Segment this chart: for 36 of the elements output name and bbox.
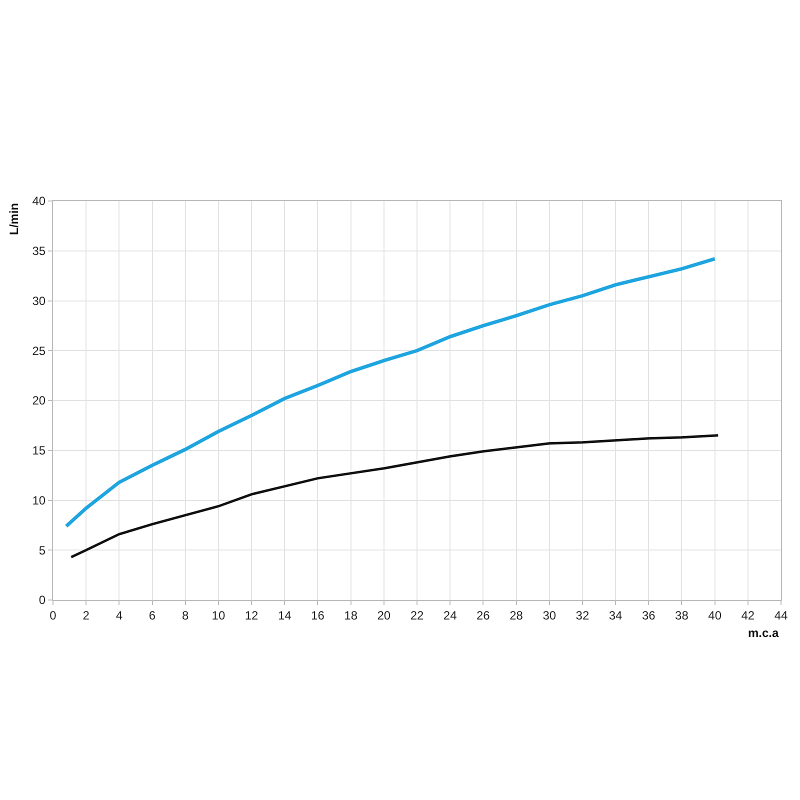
x-tick-label: 8	[182, 608, 190, 622]
y-tick-label: 30	[32, 294, 46, 308]
x-tick-label: 22	[410, 608, 424, 622]
x-tick-label: 38	[675, 608, 689, 622]
y-axis-title: L/min	[7, 203, 21, 235]
x-tick-label: 28	[510, 608, 524, 622]
y-tick-label: 40	[32, 194, 46, 208]
x-tick-label: 24	[443, 608, 458, 622]
y-tick-label: 10	[32, 493, 46, 508]
x-tick-label: 14	[278, 608, 292, 622]
y-tick-label: 20	[32, 394, 46, 408]
x-tick-label: 36	[642, 608, 656, 622]
x-tick-label: 34	[608, 608, 623, 622]
x-tick-label: 30	[542, 608, 556, 622]
x-axis-title: m.c.a	[748, 626, 780, 640]
x-tick-label: 16	[311, 608, 325, 622]
x-tick-label: 2	[82, 608, 90, 622]
x-tick-label: 42	[741, 608, 755, 622]
y-tick-label: 35	[32, 244, 46, 258]
x-tick-label: 40	[708, 608, 722, 622]
line-series	[70, 434, 720, 558]
x-tick-label: 0	[50, 608, 57, 622]
x-tick-label: 12	[244, 608, 259, 622]
line-series	[64, 257, 717, 528]
x-tick-label: 32	[576, 608, 590, 622]
x-tick-label: 26	[476, 608, 490, 622]
x-tick-label: 6	[148, 608, 156, 622]
x-tick-label: 10	[212, 608, 226, 622]
x-tick-label: 18	[344, 608, 358, 622]
y-tick-label: 5	[38, 543, 46, 558]
x-tick-label: 4	[116, 608, 123, 622]
x-tick-label: 20	[377, 608, 391, 622]
y-tick-label: 15	[32, 444, 46, 458]
y-tick-label: 25	[32, 344, 46, 358]
y-tick-label: 0	[38, 593, 46, 608]
x-tick-label: 44	[774, 608, 788, 622]
